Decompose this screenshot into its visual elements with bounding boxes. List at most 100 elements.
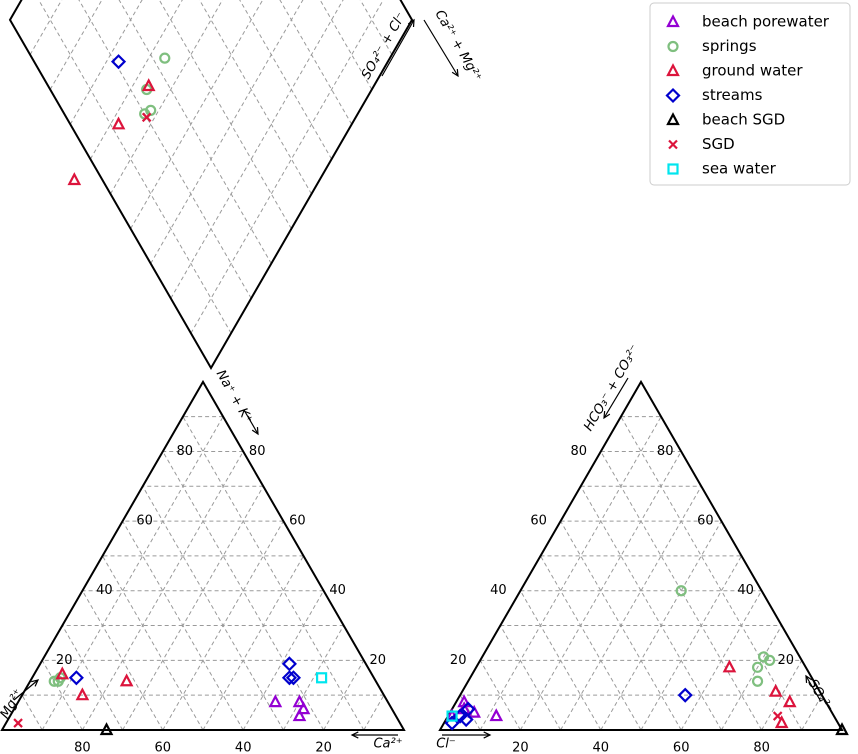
tick-label-na: 40 [96,583,113,598]
grid-line [170,0,344,299]
axis-arrow-camg [423,19,459,77]
point-beach-porewater-anion [489,708,504,722]
grid-line [279,0,353,125]
grid-line [359,0,393,55]
point-streams-cation [281,656,297,672]
legend-marker-beach-porewater [666,14,680,28]
grid-line [479,660,521,731]
grid-line [150,0,304,264]
tick-label-mg: 80 [249,444,266,459]
legend-label-springs: springs [702,37,757,55]
tick-label-na: 60 [136,514,153,529]
grid-line [122,486,264,731]
point-ground-water-anion [722,659,737,673]
point-springs-anion [675,585,687,597]
grid-line [81,451,244,731]
grid-line [41,660,83,731]
point-beach-porewater-cation [268,694,283,708]
tick-label-ca: 80 [74,741,91,754]
grid-line [319,0,373,90]
legend-label-ground-water: ground water [702,62,803,80]
axis-label-cl: Cl⁻ [436,737,456,752]
point-streams-cation [281,670,297,686]
grid-line [560,486,702,731]
grid-line [41,416,224,731]
axis-label-ca: Ca²⁺ [373,737,402,752]
tick-label-na: 20 [56,653,73,668]
grid-line [282,625,345,731]
axis-label-hco3: HCO₃⁻ + CO₃²⁻ [581,342,642,433]
tick-labels: 2020202020202020404040404040404060606060… [56,444,795,754]
axis-arrow-ca-head [350,731,359,739]
tick-label-na: 80 [177,444,194,459]
axis-arrow-cl-head [483,731,492,739]
axis-arrow-mg-head [31,679,40,687]
point-SGD-diamond [141,112,152,123]
legend-marker-beach-SGD [666,112,680,126]
grid-line [38,0,232,334]
tick-label-so4: 40 [737,583,754,598]
tick-label-so4: 20 [778,653,795,668]
legend-marker-springs [667,40,679,53]
tick-label-ca: 40 [235,741,252,754]
axis-arrow-so4 [805,675,821,701]
point-springs-diamond [159,52,171,64]
grid-line [363,694,385,731]
axis-arrow-so4-head [805,674,813,684]
grid-line [239,0,333,160]
grid-line [479,416,662,731]
tick-label-so4: 60 [697,514,714,529]
grid-line [29,0,63,55]
grid-line [182,416,365,731]
legend-marker-ground-water [666,63,680,77]
point-SGD-cation [13,718,23,728]
tick-label-mg: 60 [289,514,306,529]
tick-label-hco3: 80 [571,444,588,459]
grid-line [720,625,783,731]
tick-label-cl: 40 [593,741,610,754]
grid-line [640,555,742,731]
point-SGD-anion [772,711,783,721]
point-beach-porewater-cation [292,694,307,708]
cation-triangle [0,379,406,731]
point-ground-water-diamond [67,172,82,186]
point-ground-water-anion [782,694,797,708]
grid-line [21,694,43,731]
axis-arrow-hco3-head [603,410,611,420]
tick-label-cl: 60 [673,741,690,754]
grid-line [519,590,602,731]
grid-line [761,660,803,731]
anion-triangle [438,379,844,731]
legend: beach porewater springs ground water stream… [649,2,851,186]
grid-line [89,0,183,160]
point-beach-porewater-cation [292,708,307,722]
legend-label-streams: streams [702,86,763,104]
axis-arrow-mg [13,679,39,701]
point-ground-water-diamond [111,116,126,130]
grid-line [190,0,384,334]
grid-line [323,660,365,731]
point-beach-SGD-anion [835,722,849,736]
diagram-outlines [0,0,844,731]
grid-line [162,520,284,731]
grid-line [620,416,803,731]
point-sea-water-anion [446,710,458,722]
point-streams-cation [68,670,84,686]
axis-label-mg: Mg²⁺ [0,687,26,722]
point-streams-cation [285,670,302,686]
point-ground-water-cation [55,666,70,680]
point-ground-water-anion [768,683,783,697]
tick-label-mg: 40 [329,583,346,598]
tick-label-so4: 80 [657,444,674,459]
point-ground-water-cation [75,687,90,701]
grid-line [162,451,325,731]
diamond-field [8,0,414,371]
point-beach-porewater-cation [296,701,311,715]
point-springs-anion [758,651,770,663]
legend-label-sea-water: sea water [702,160,777,178]
grid-line [69,0,143,125]
grid-line [102,555,204,731]
tick-label-hco3: 60 [530,514,547,529]
grid-line [142,486,284,731]
